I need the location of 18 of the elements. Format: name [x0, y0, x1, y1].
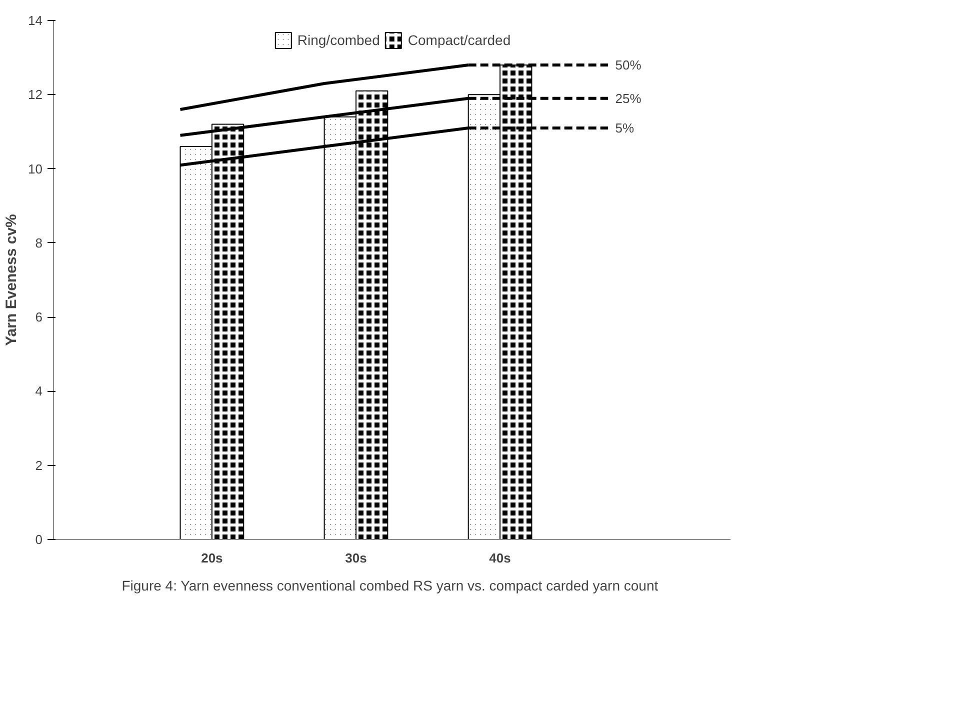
y-axis-title: Yarn Eveness cv% — [3, 214, 20, 346]
y-tick-label: 14 — [28, 13, 43, 28]
y-tick-label: 0 — [35, 532, 43, 547]
caption: Figure 4: Yarn evenness conventional combed RS yarn vs. compact carded yarn count — [122, 578, 658, 594]
text: 5% — [615, 120, 634, 136]
y-tick-label: 10 — [28, 161, 43, 176]
y-tick-label: 6 — [35, 310, 43, 325]
text: 50% — [615, 57, 642, 72]
x-tick-label: 40s — [489, 550, 511, 566]
y-tick-label: 2 — [35, 458, 43, 473]
y-tick-label: 4 — [35, 384, 43, 399]
legend-label: Compact/carded — [408, 32, 511, 48]
y-tick-label: 8 — [35, 235, 43, 250]
legend-label: Ring/combed — [297, 32, 380, 48]
y-tick-label: 12 — [28, 87, 43, 102]
text: 25% — [615, 90, 642, 106]
x-tick-label: 30s — [345, 550, 367, 566]
x-tick-label: 20s — [201, 550, 223, 566]
